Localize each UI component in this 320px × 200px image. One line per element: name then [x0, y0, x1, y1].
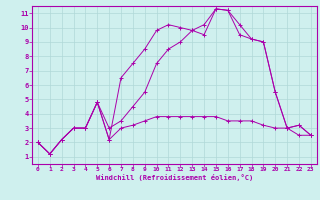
X-axis label: Windchill (Refroidissement éolien,°C): Windchill (Refroidissement éolien,°C) — [96, 174, 253, 181]
